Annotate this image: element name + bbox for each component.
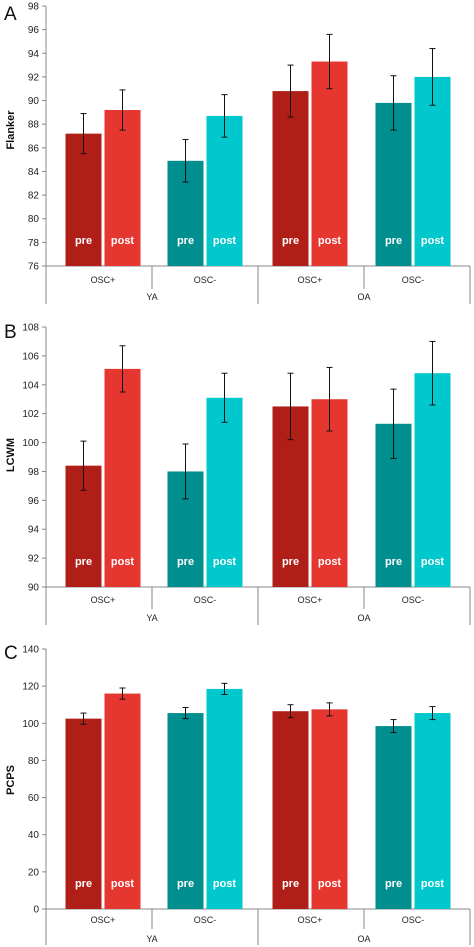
y-tick-label: 20	[28, 867, 40, 878]
bar-post	[311, 61, 348, 266]
y-axis-label: PCPS	[5, 765, 17, 795]
panel-letter: C	[4, 643, 18, 664]
y-tick-label: 84	[28, 167, 40, 178]
y-tick-label: 60	[28, 793, 40, 804]
bar-label-pre: pre	[75, 878, 92, 890]
panel-letter: A	[4, 4, 17, 25]
bar-label-post: post	[111, 235, 135, 247]
bar-label-post: post	[421, 556, 445, 568]
y-axis-label: Flanker	[5, 110, 17, 150]
y-tick-label: 78	[28, 238, 40, 249]
y-tick-label: 76	[28, 262, 40, 273]
bar-post	[414, 713, 451, 909]
y-tick-label: 92	[28, 554, 40, 565]
y-tick-label: 96	[28, 496, 40, 507]
bar-pre	[65, 133, 102, 266]
x-group-label: OSC-	[194, 595, 217, 605]
x-group-label: OSC+	[298, 915, 323, 925]
y-tick-label: 104	[22, 380, 39, 391]
x-group-label: OSC+	[298, 595, 323, 605]
bar-label-post: post	[421, 878, 445, 890]
bar-pre	[375, 726, 412, 909]
x-group-label: OSC+	[91, 915, 116, 925]
y-tick-label: 80	[28, 214, 40, 225]
bar-label-post: post	[213, 235, 237, 247]
bar-label-pre: pre	[75, 235, 92, 247]
y-tick-label: 96	[28, 25, 40, 36]
bar-post	[206, 397, 243, 587]
bar-label-pre: pre	[282, 235, 299, 247]
x-group-label: OSC+	[91, 275, 116, 285]
y-tick-label: 94	[28, 525, 40, 536]
bar-pre	[65, 718, 102, 909]
bar-label-post: post	[318, 556, 342, 568]
bar-label-post: post	[318, 878, 342, 890]
bar-post	[104, 693, 141, 909]
y-tick-label: 140	[22, 645, 39, 656]
y-tick-label: 92	[28, 72, 40, 83]
bar-label-post: post	[421, 235, 445, 247]
bar-label-post: post	[111, 878, 135, 890]
y-axis-label: LCWM	[5, 438, 17, 472]
bar-label-pre: pre	[385, 235, 402, 247]
x-supergroup-label: OA	[357, 934, 370, 944]
x-group-label: OSC-	[194, 275, 217, 285]
bar-pre	[272, 91, 309, 266]
bar-pre	[167, 713, 204, 909]
bar-pre	[272, 711, 309, 909]
bar-post	[414, 76, 451, 266]
y-tick-label: 82	[28, 191, 40, 202]
bar-label-pre: pre	[385, 878, 402, 890]
bar-label-pre: pre	[385, 556, 402, 568]
y-tick-label: 90	[28, 583, 40, 594]
y-tick-label: 90	[28, 96, 40, 107]
bar-post	[104, 110, 141, 266]
chart-panel-a: A Flanker 76 78 80 82 84 86 88 90 92 94 96 98 pre pre pr…	[4, 2, 471, 304]
bar-post	[206, 688, 243, 909]
x-group-label: OSC-	[402, 275, 425, 285]
bar-label-post: post	[213, 878, 237, 890]
x-supergroup-label: YA	[146, 613, 157, 623]
y-tick-label: 86	[28, 143, 40, 154]
y-tick-label: 94	[28, 49, 40, 60]
x-group-label: OSC+	[91, 595, 116, 605]
y-tick-label: 120	[22, 682, 39, 693]
bar-label-pre: pre	[282, 556, 299, 568]
bar-label-pre: pre	[177, 878, 194, 890]
y-tick-label: 40	[28, 830, 40, 841]
bar-label-post: post	[213, 556, 237, 568]
x-group-label: OSC-	[402, 595, 425, 605]
panel-letter: B	[4, 322, 17, 343]
y-tick-label: 0	[33, 905, 39, 916]
bar-post	[104, 368, 141, 587]
bar-label-pre: pre	[177, 556, 194, 568]
bar-post	[206, 115, 243, 266]
y-tick-label: 98	[28, 2, 40, 13]
bar-label-post: post	[111, 556, 135, 568]
bar-label-pre: pre	[282, 878, 299, 890]
x-group-label: OSC+	[298, 275, 323, 285]
x-supergroup-label: YA	[146, 292, 157, 302]
y-tick-label: 98	[28, 467, 40, 478]
x-supergroup-label: OA	[357, 613, 370, 623]
bar-post	[311, 709, 348, 909]
y-tick-label: 108	[22, 323, 39, 334]
bar-label-post: post	[318, 235, 342, 247]
y-tick-label: 102	[22, 409, 39, 420]
chart-panel-b: B LCWM 90 92 94 96 98 100 102 104 106 108 pre pre pre p…	[4, 322, 471, 625]
y-tick-label: 100	[22, 438, 39, 449]
chart-panel-c: C PCPS 0 20 40 60 80 100 120 140 pre pre pre pre post p…	[4, 643, 471, 945]
y-tick-label: 80	[28, 756, 40, 767]
bar-post	[414, 373, 451, 587]
y-tick-label: 106	[22, 351, 39, 362]
bar-label-pre: pre	[75, 556, 92, 568]
x-group-label: OSC-	[194, 915, 217, 925]
bar-label-pre: pre	[177, 235, 194, 247]
y-tick-label: 100	[22, 719, 39, 730]
x-group-label: OSC-	[402, 915, 425, 925]
x-supergroup-label: YA	[146, 934, 157, 944]
x-supergroup-label: OA	[357, 292, 370, 302]
y-tick-label: 88	[28, 120, 40, 131]
